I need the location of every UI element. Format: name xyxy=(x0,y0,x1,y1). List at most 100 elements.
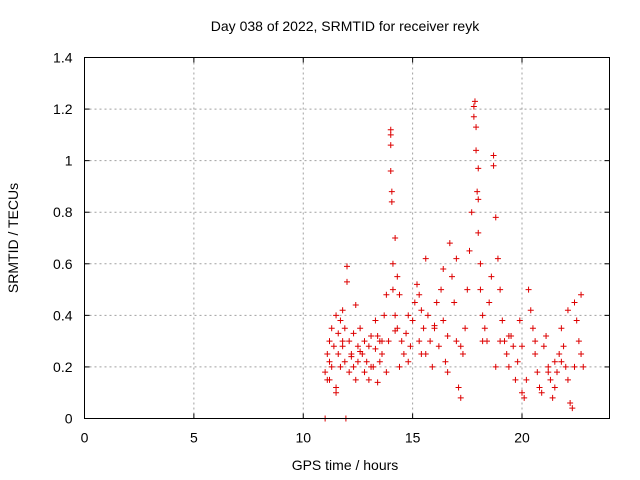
data-point xyxy=(392,312,399,319)
data-point xyxy=(350,363,357,370)
data-points xyxy=(322,98,587,422)
data-point xyxy=(357,348,364,355)
data-point xyxy=(442,358,449,365)
data-point xyxy=(396,291,403,298)
data-point xyxy=(388,198,395,205)
data-point xyxy=(497,286,504,293)
data-point xyxy=(512,376,519,383)
data-point xyxy=(376,358,383,365)
y-tick-label: 1.4 xyxy=(53,50,73,66)
data-point xyxy=(424,312,431,319)
data-point xyxy=(435,343,442,350)
data-point xyxy=(422,255,429,262)
data-point xyxy=(344,278,350,285)
data-point xyxy=(451,299,458,306)
data-point xyxy=(405,312,412,319)
data-point xyxy=(322,369,329,376)
data-point xyxy=(453,338,460,345)
data-point xyxy=(468,209,475,216)
data-point xyxy=(383,369,390,376)
data-point xyxy=(333,312,340,319)
x-tick-label: 5 xyxy=(190,430,198,446)
data-point xyxy=(534,369,541,376)
data-point xyxy=(372,317,379,324)
data-point xyxy=(420,325,427,332)
y-axis-label: SRMTID / TECUs xyxy=(5,183,21,293)
data-point xyxy=(333,384,340,391)
data-point xyxy=(385,338,392,345)
data-point xyxy=(578,291,585,298)
data-point xyxy=(431,322,438,329)
data-point xyxy=(324,351,331,358)
data-point xyxy=(339,343,346,350)
data-point xyxy=(538,389,545,396)
data-point xyxy=(326,338,333,345)
data-point xyxy=(549,394,556,401)
data-point xyxy=(354,343,361,350)
data-point xyxy=(346,369,353,376)
data-point xyxy=(379,351,385,358)
data-point xyxy=(337,317,344,324)
data-point xyxy=(558,325,565,332)
data-point xyxy=(521,394,528,401)
data-point xyxy=(527,307,534,314)
data-point xyxy=(505,332,512,339)
data-point xyxy=(519,389,525,396)
data-point xyxy=(571,363,578,370)
data-point xyxy=(547,376,554,383)
data-point xyxy=(403,330,410,337)
data-point xyxy=(488,273,495,280)
y-tick-label: 0.6 xyxy=(53,256,73,272)
x-tick-label: 0 xyxy=(81,430,89,446)
data-point xyxy=(510,343,517,350)
data-point xyxy=(387,142,394,149)
data-point xyxy=(457,394,464,401)
data-point xyxy=(455,384,462,391)
data-point xyxy=(477,286,484,293)
data-point xyxy=(446,240,453,247)
data-point xyxy=(357,325,364,332)
data-point xyxy=(407,343,414,350)
data-point xyxy=(474,188,481,195)
data-point xyxy=(396,363,403,370)
data-point xyxy=(383,291,390,298)
data-point xyxy=(499,317,506,324)
data-point xyxy=(532,338,539,345)
data-point xyxy=(490,162,497,169)
data-point xyxy=(532,351,539,358)
data-point xyxy=(560,343,567,350)
data-point xyxy=(473,124,480,131)
data-point xyxy=(337,363,344,370)
data-point xyxy=(418,351,425,358)
data-point xyxy=(486,299,493,306)
data-point xyxy=(470,103,477,110)
data-point xyxy=(567,400,574,407)
data-point xyxy=(328,363,335,370)
data-point xyxy=(339,338,346,345)
data-point xyxy=(354,358,361,365)
data-point xyxy=(388,188,395,195)
y-tick-label: 0.8 xyxy=(53,204,73,220)
data-point xyxy=(558,358,565,365)
data-point xyxy=(470,113,477,120)
data-point xyxy=(405,358,412,365)
x-tick-label: 15 xyxy=(405,430,421,446)
data-point xyxy=(328,325,335,332)
data-point xyxy=(571,299,578,306)
data-point xyxy=(416,291,423,298)
data-point xyxy=(372,345,379,352)
data-point xyxy=(444,332,451,339)
data-point xyxy=(462,325,469,332)
data-point xyxy=(459,351,466,358)
data-point xyxy=(564,376,571,383)
data-point xyxy=(471,98,478,105)
data-point xyxy=(368,363,375,370)
data-point xyxy=(400,351,407,358)
data-point xyxy=(477,260,484,267)
data-point xyxy=(365,376,372,383)
data-point xyxy=(479,338,486,345)
data-point xyxy=(427,338,434,345)
data-point xyxy=(438,286,445,293)
data-point xyxy=(525,286,532,293)
